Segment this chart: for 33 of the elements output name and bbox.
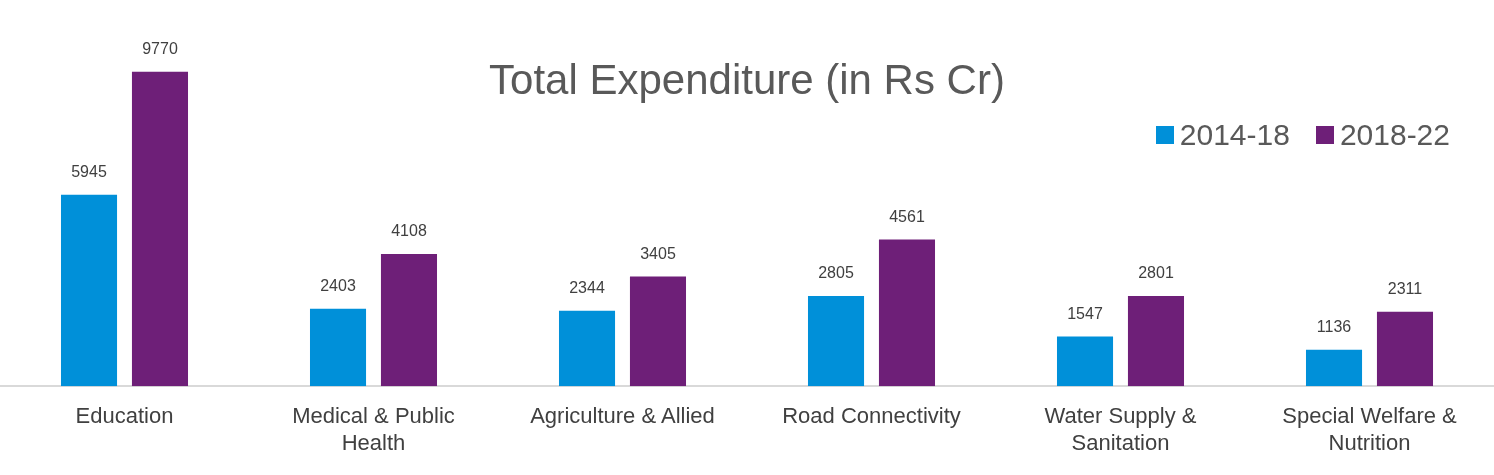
data-label: 2311 <box>1387 280 1423 298</box>
chart-title: Total Expenditure (in Rs Cr) <box>488 56 1006 104</box>
data-label: 9770 <box>142 40 178 58</box>
bar <box>1305 349 1363 387</box>
bar <box>1127 296 1185 387</box>
bar <box>131 71 189 387</box>
data-label: 2801 <box>1138 264 1174 282</box>
x-tick-label: Medical & Public Health <box>292 403 455 455</box>
data-label: 2344 <box>569 279 605 297</box>
bar <box>380 253 438 387</box>
x-tick-label: Special Welfare & Nutrition <box>1282 403 1458 455</box>
data-label: 3405 <box>640 245 676 263</box>
bar <box>807 295 865 387</box>
data-label: 4561 <box>889 207 925 225</box>
data-label: 2403 <box>320 277 356 295</box>
bar <box>1056 336 1114 387</box>
bar <box>558 310 616 387</box>
data-label: 1136 <box>1316 318 1352 336</box>
bar <box>60 194 118 387</box>
data-label: 4108 <box>391 222 427 240</box>
x-tick-label: Agriculture & Allied <box>530 403 715 429</box>
legend-label: 2018-22 <box>1339 118 1450 152</box>
data-label: 5945 <box>71 163 107 181</box>
bar <box>1376 311 1434 387</box>
bar <box>629 276 687 387</box>
bar <box>878 239 936 387</box>
data-label: 1547 <box>1067 304 1103 322</box>
x-tick-label: Road Connectivity <box>782 403 961 429</box>
x-tick-label: Education <box>75 403 174 429</box>
data-label: 2805 <box>818 264 854 282</box>
legend-label: 2014-18 <box>1179 118 1290 152</box>
bar <box>309 308 367 387</box>
x-tick-label: Water Supply & Sanitation <box>1044 403 1197 455</box>
